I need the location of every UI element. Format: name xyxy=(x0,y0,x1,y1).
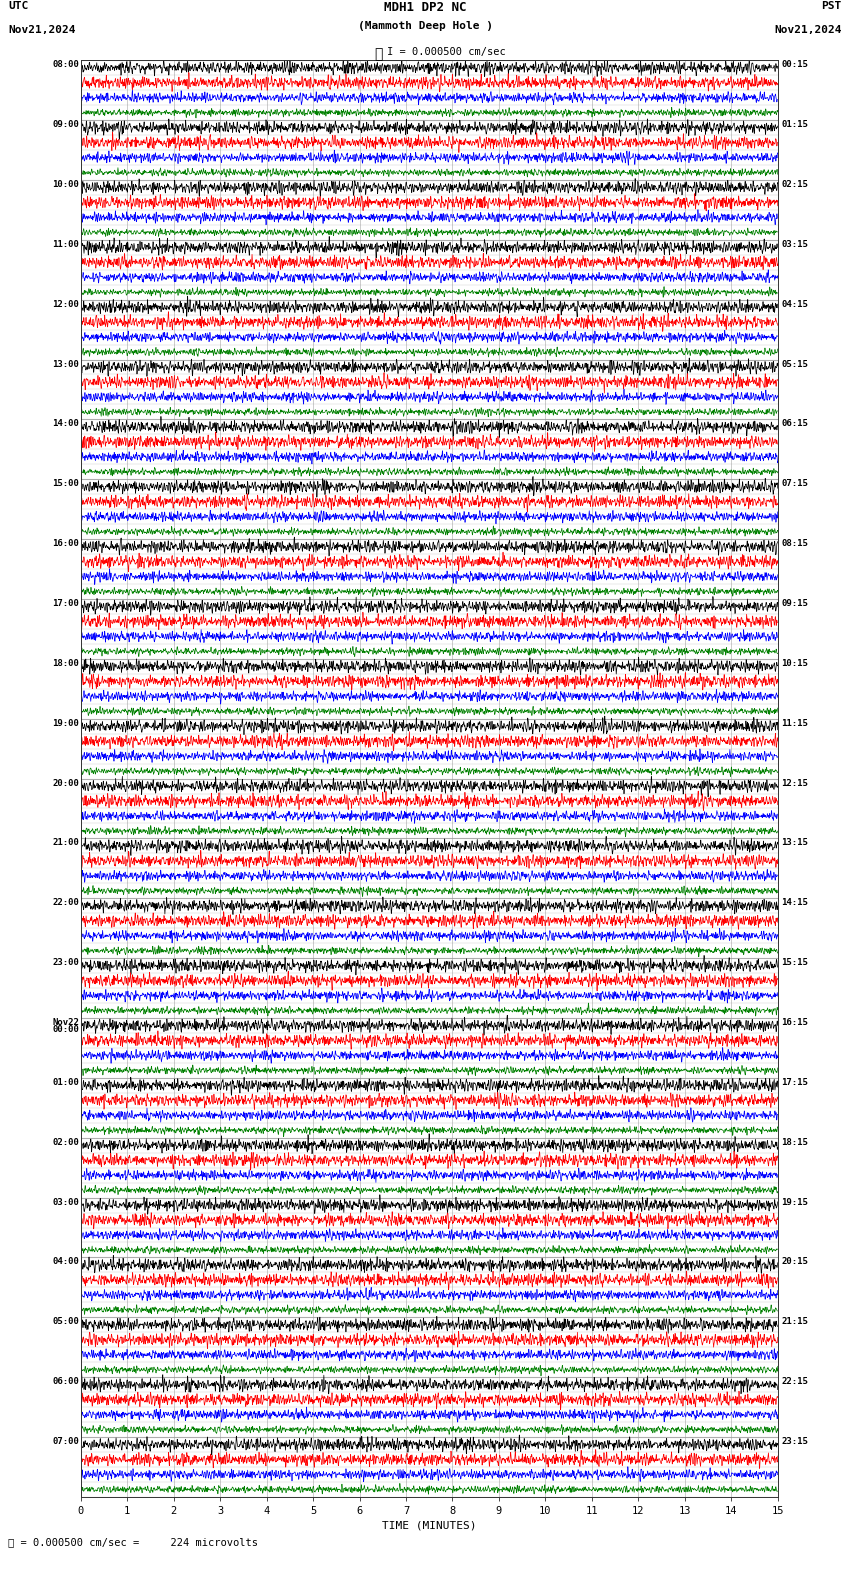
Text: 15:00: 15:00 xyxy=(52,480,79,488)
Text: 16:00: 16:00 xyxy=(52,539,79,548)
Text: 05:00: 05:00 xyxy=(52,1318,79,1326)
Text: 10:15: 10:15 xyxy=(781,659,808,668)
Text: 06:15: 06:15 xyxy=(781,420,808,428)
Text: 13:00: 13:00 xyxy=(52,360,79,369)
Text: 21:00: 21:00 xyxy=(52,838,79,847)
Text: 04:15: 04:15 xyxy=(781,299,808,309)
Text: 21:15: 21:15 xyxy=(781,1318,808,1326)
Text: 18:00: 18:00 xyxy=(52,659,79,668)
Text: 01:00: 01:00 xyxy=(52,1077,79,1087)
Text: 01:15: 01:15 xyxy=(781,120,808,128)
Text: 20:00: 20:00 xyxy=(52,778,79,787)
Text: I = 0.000500 cm/sec: I = 0.000500 cm/sec xyxy=(387,48,506,57)
Text: ⎵ = 0.000500 cm/sec =     224 microvolts: ⎵ = 0.000500 cm/sec = 224 microvolts xyxy=(8,1536,258,1548)
Text: 04:00: 04:00 xyxy=(52,1258,79,1267)
Text: Nov21,2024: Nov21,2024 xyxy=(774,25,842,35)
Text: 07:00: 07:00 xyxy=(52,1437,79,1446)
Text: 09:00: 09:00 xyxy=(52,120,79,128)
Text: 18:15: 18:15 xyxy=(781,1137,808,1147)
Text: 22:15: 22:15 xyxy=(781,1376,808,1386)
Text: UTC: UTC xyxy=(8,2,29,11)
Text: 00:00: 00:00 xyxy=(52,1025,79,1034)
Text: 23:00: 23:00 xyxy=(52,958,79,968)
Text: PST: PST xyxy=(821,2,842,11)
Text: 17:00: 17:00 xyxy=(52,599,79,608)
Text: Nov22: Nov22 xyxy=(52,1019,79,1026)
Text: 20:15: 20:15 xyxy=(781,1258,808,1267)
Text: 05:15: 05:15 xyxy=(781,360,808,369)
Text: 13:15: 13:15 xyxy=(781,838,808,847)
X-axis label: TIME (MINUTES): TIME (MINUTES) xyxy=(382,1521,477,1530)
Text: 19:00: 19:00 xyxy=(52,719,79,727)
Text: 17:15: 17:15 xyxy=(781,1077,808,1087)
Text: 00:15: 00:15 xyxy=(781,60,808,70)
Text: 16:15: 16:15 xyxy=(781,1019,808,1026)
Text: 12:00: 12:00 xyxy=(52,299,79,309)
Text: 11:00: 11:00 xyxy=(52,239,79,249)
Text: 07:15: 07:15 xyxy=(781,480,808,488)
Text: 11:15: 11:15 xyxy=(781,719,808,727)
Text: 03:00: 03:00 xyxy=(52,1198,79,1207)
Text: 03:15: 03:15 xyxy=(781,239,808,249)
Text: (Mammoth Deep Hole ): (Mammoth Deep Hole ) xyxy=(358,21,492,32)
Text: 02:15: 02:15 xyxy=(781,181,808,188)
Text: 10:00: 10:00 xyxy=(52,181,79,188)
Text: 06:00: 06:00 xyxy=(52,1376,79,1386)
Text: 15:15: 15:15 xyxy=(781,958,808,968)
Text: Nov21,2024: Nov21,2024 xyxy=(8,25,76,35)
Text: ⎵: ⎵ xyxy=(374,48,382,60)
Text: 14:00: 14:00 xyxy=(52,420,79,428)
Text: 19:15: 19:15 xyxy=(781,1198,808,1207)
Text: MDH1 DP2 NC: MDH1 DP2 NC xyxy=(383,0,467,14)
Text: 08:15: 08:15 xyxy=(781,539,808,548)
Text: 14:15: 14:15 xyxy=(781,898,808,908)
Text: 08:00: 08:00 xyxy=(52,60,79,70)
Text: 02:00: 02:00 xyxy=(52,1137,79,1147)
Text: 09:15: 09:15 xyxy=(781,599,808,608)
Text: 12:15: 12:15 xyxy=(781,778,808,787)
Text: 22:00: 22:00 xyxy=(52,898,79,908)
Text: 23:15: 23:15 xyxy=(781,1437,808,1446)
